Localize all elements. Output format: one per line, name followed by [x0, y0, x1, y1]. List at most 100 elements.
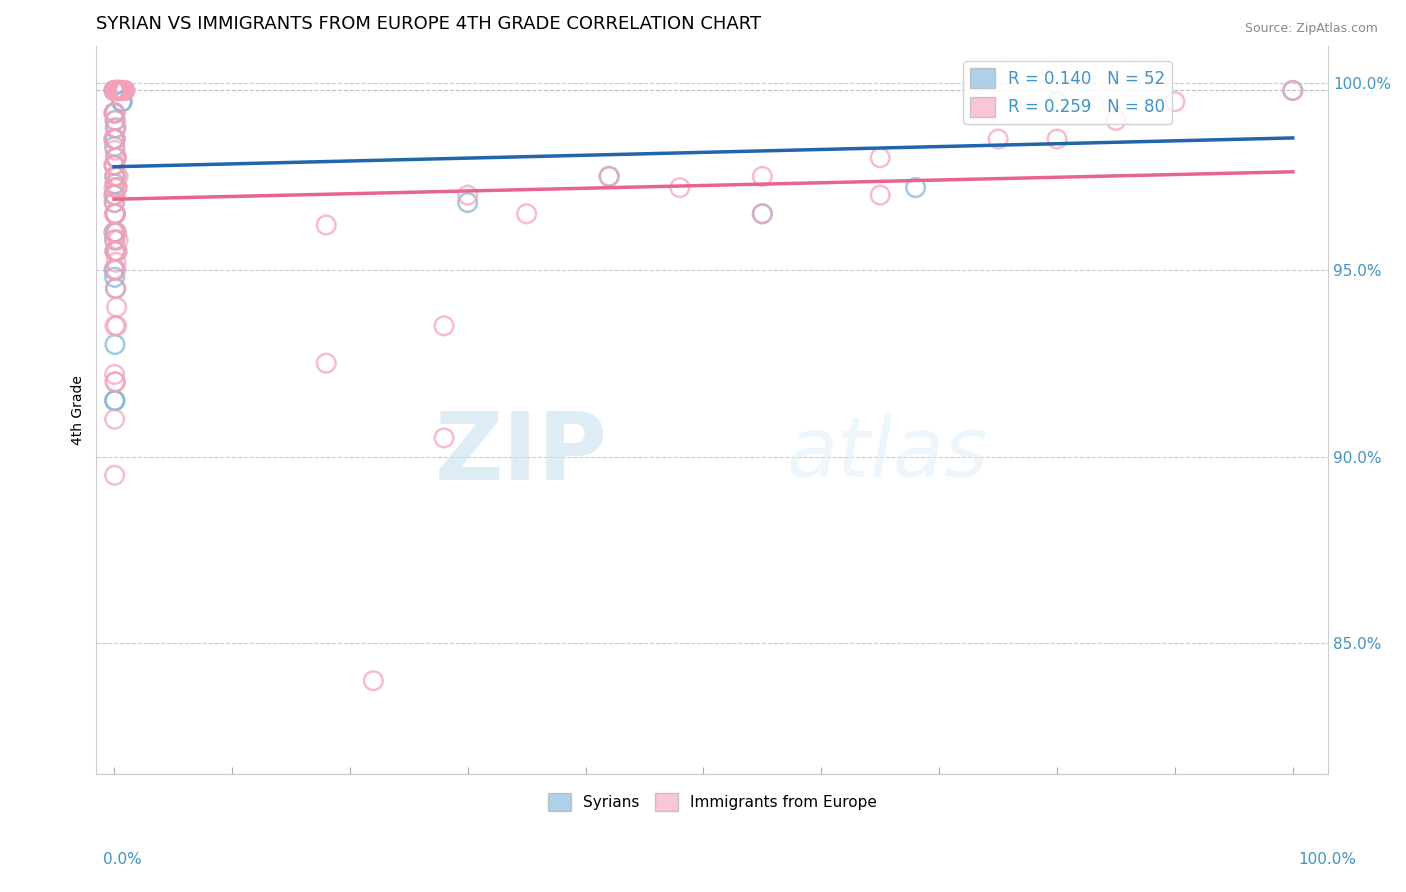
Point	[104, 113, 127, 128]
Point	[104, 83, 127, 97]
Point	[105, 244, 128, 259]
Point	[598, 169, 620, 184]
Point	[105, 180, 128, 194]
Point	[516, 207, 538, 221]
Text: 100.0%: 100.0%	[1299, 852, 1357, 867]
Point	[1046, 132, 1069, 146]
Point	[105, 83, 128, 97]
Point	[433, 318, 456, 333]
Point	[105, 151, 128, 165]
Point	[104, 83, 127, 97]
Point	[433, 431, 456, 445]
Point	[104, 393, 127, 408]
Point	[104, 177, 127, 191]
Point	[103, 188, 125, 202]
Point	[104, 120, 127, 135]
Point	[108, 83, 131, 97]
Point	[103, 106, 125, 120]
Point	[104, 83, 127, 97]
Point	[103, 158, 125, 172]
Point	[104, 151, 127, 165]
Point	[104, 132, 127, 146]
Point	[110, 83, 132, 97]
Point	[104, 158, 127, 172]
Point	[103, 83, 125, 97]
Point	[598, 169, 620, 184]
Text: atlas: atlas	[786, 413, 988, 494]
Point	[904, 180, 927, 194]
Point	[315, 218, 337, 232]
Point	[107, 169, 129, 184]
Point	[103, 132, 125, 146]
Point	[111, 95, 134, 109]
Point	[105, 83, 128, 97]
Point	[103, 180, 125, 194]
Point	[110, 83, 132, 97]
Point	[104, 262, 127, 277]
Point	[114, 83, 136, 97]
Legend: Syrians, Immigrants from Europe: Syrians, Immigrants from Europe	[541, 787, 883, 817]
Point	[112, 83, 135, 97]
Point	[987, 132, 1010, 146]
Point	[457, 188, 479, 202]
Point	[104, 106, 127, 120]
Point	[104, 233, 127, 247]
Point	[110, 83, 132, 97]
Point	[104, 83, 127, 97]
Point	[104, 169, 127, 184]
Text: 0.0%: 0.0%	[103, 852, 142, 867]
Point	[111, 83, 134, 97]
Y-axis label: 4th Grade: 4th Grade	[72, 375, 86, 445]
Point	[104, 244, 127, 259]
Point	[108, 83, 131, 97]
Point	[104, 106, 127, 120]
Point	[105, 83, 128, 97]
Point	[457, 195, 479, 210]
Text: Source: ZipAtlas.com: Source: ZipAtlas.com	[1244, 22, 1378, 36]
Point	[105, 83, 128, 97]
Point	[104, 143, 127, 157]
Point	[105, 180, 128, 194]
Point	[111, 95, 134, 109]
Point	[103, 226, 125, 240]
Point	[105, 83, 128, 97]
Point	[105, 255, 128, 269]
Point	[104, 83, 127, 97]
Point	[108, 83, 131, 97]
Point	[363, 673, 385, 688]
Point	[104, 281, 127, 295]
Point	[107, 83, 129, 97]
Point	[103, 132, 125, 146]
Point	[1281, 83, 1303, 97]
Point	[315, 356, 337, 370]
Point	[104, 337, 127, 351]
Point	[105, 83, 128, 97]
Point	[104, 226, 127, 240]
Point	[104, 412, 127, 426]
Point	[103, 262, 125, 277]
Point	[869, 151, 891, 165]
Point	[107, 233, 129, 247]
Point	[1281, 83, 1303, 97]
Point	[108, 83, 131, 97]
Point	[104, 244, 127, 259]
Point	[751, 207, 773, 221]
Point	[103, 83, 125, 97]
Point	[104, 262, 127, 277]
Point	[103, 195, 125, 210]
Point	[104, 106, 127, 120]
Point	[105, 300, 128, 314]
Point	[1164, 95, 1187, 109]
Point	[751, 169, 773, 184]
Point	[103, 226, 125, 240]
Text: ZIP: ZIP	[434, 408, 607, 500]
Point	[104, 375, 127, 389]
Point	[104, 188, 127, 202]
Point	[1046, 95, 1069, 109]
Point	[105, 244, 128, 259]
Point	[104, 207, 127, 221]
Point	[105, 83, 128, 97]
Text: SYRIAN VS IMMIGRANTS FROM EUROPE 4TH GRADE CORRELATION CHART: SYRIAN VS IMMIGRANTS FROM EUROPE 4TH GRA…	[97, 15, 762, 33]
Point	[104, 468, 127, 483]
Point	[104, 318, 127, 333]
